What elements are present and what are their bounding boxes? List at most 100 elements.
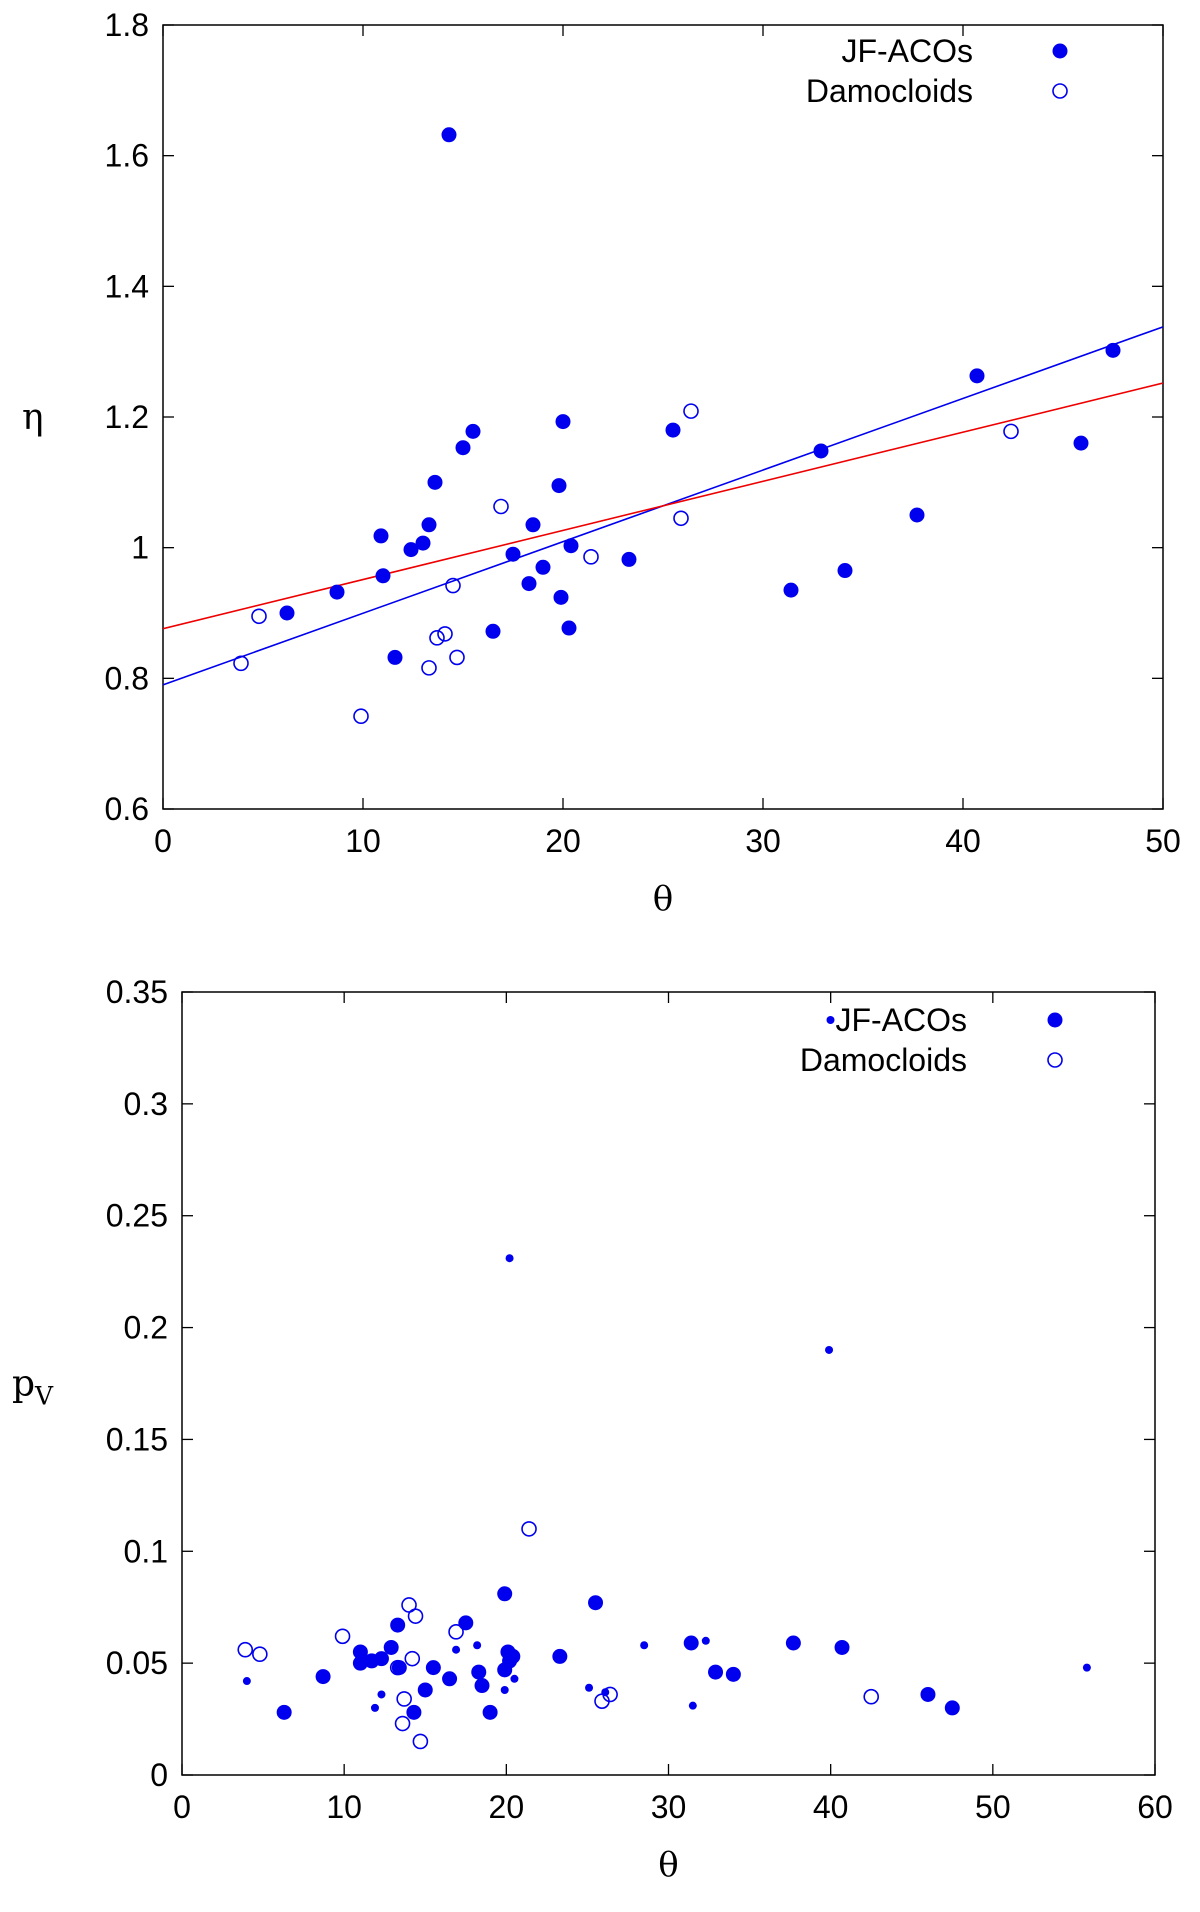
data-point xyxy=(445,577,461,594)
data-point xyxy=(276,1704,292,1720)
data-point xyxy=(944,1700,960,1716)
data-point xyxy=(551,478,567,494)
data-point xyxy=(373,528,389,544)
data-point xyxy=(500,1685,509,1694)
data-point xyxy=(561,620,577,636)
data-point xyxy=(353,708,369,725)
data-point xyxy=(373,1651,389,1667)
data-point xyxy=(969,368,985,384)
data-point xyxy=(505,1254,514,1263)
y-tick-label: 0.2 xyxy=(124,1310,168,1346)
data-point xyxy=(370,1703,379,1712)
y-tick-label: 0.3 xyxy=(124,1086,168,1122)
data-point xyxy=(406,1704,422,1720)
x-tick-label: 10 xyxy=(326,1789,362,1825)
y-tick-label: 0.6 xyxy=(105,791,149,827)
data-point xyxy=(407,1608,424,1624)
y-axis-label: pV xyxy=(12,1364,54,1411)
data-point xyxy=(389,1659,406,1676)
legend-marker xyxy=(1052,83,1068,99)
data-point xyxy=(233,655,249,672)
data-point xyxy=(315,1669,331,1685)
data-point xyxy=(701,1636,710,1645)
data-point xyxy=(473,1641,482,1650)
series-filled-circle xyxy=(276,1586,960,1720)
data-point xyxy=(640,1641,649,1650)
data-point xyxy=(352,1655,368,1671)
plot-frame xyxy=(181,991,1156,1776)
legend-marker xyxy=(1047,1052,1063,1068)
data-point xyxy=(396,1691,412,1707)
data-point xyxy=(555,414,571,430)
data-point xyxy=(448,1624,464,1640)
x-tick-label: 50 xyxy=(975,1789,1011,1825)
data-point xyxy=(585,1683,594,1692)
plot-frame xyxy=(162,24,1164,810)
data-point xyxy=(1082,1663,1091,1672)
data-point xyxy=(415,535,431,551)
data-point xyxy=(482,1704,498,1720)
data-point xyxy=(442,1671,458,1687)
x-tick-label: 60 xyxy=(1137,1789,1173,1825)
data-point xyxy=(403,542,419,558)
data-point xyxy=(621,551,637,567)
data-point xyxy=(837,563,853,579)
data-point xyxy=(352,1644,368,1660)
data-point xyxy=(279,605,295,621)
data-point xyxy=(252,1646,268,1662)
data-point xyxy=(785,1635,801,1651)
data-point xyxy=(665,422,681,438)
x-tick-label: 20 xyxy=(489,1789,525,1825)
data-point xyxy=(437,626,453,642)
data-point xyxy=(673,510,689,527)
y-tick-label: 1.6 xyxy=(105,138,149,174)
x-tick-label: 40 xyxy=(945,823,981,859)
x-axis-label: θ xyxy=(653,879,673,919)
x-tick-label: 20 xyxy=(545,823,581,859)
y-tick-label: 0.35 xyxy=(106,974,168,1010)
x-tick-label: 50 xyxy=(1145,823,1181,859)
data-point xyxy=(390,1617,406,1633)
data-point xyxy=(377,1690,386,1699)
data-point xyxy=(497,1586,513,1602)
data-point xyxy=(387,649,403,665)
data-point xyxy=(834,1639,850,1655)
data-point xyxy=(553,589,569,605)
x-tick-label: 30 xyxy=(745,823,781,859)
y-axis-label: η xyxy=(22,397,44,438)
data-point xyxy=(708,1664,724,1680)
data-point xyxy=(394,1715,411,1732)
data-point xyxy=(441,127,457,143)
y-tick-label: 1.8 xyxy=(105,7,149,43)
data-point xyxy=(1105,342,1121,358)
data-point xyxy=(505,1648,521,1664)
x-axis-label: θ xyxy=(658,1845,678,1885)
series-open-circle xyxy=(233,403,1019,725)
data-point xyxy=(602,1686,618,1703)
legend-label: Damocloids xyxy=(806,73,973,109)
data-point xyxy=(535,559,551,575)
y-tick-label: 0.25 xyxy=(106,1198,168,1234)
data-point xyxy=(474,1678,490,1694)
legend-marker-small xyxy=(826,1016,835,1024)
data-point xyxy=(452,1645,461,1654)
data-point xyxy=(375,568,391,584)
data-point xyxy=(683,403,699,419)
data-point xyxy=(863,1688,880,1705)
data-point xyxy=(783,582,799,598)
series-filled-circle xyxy=(279,127,1121,665)
data-point xyxy=(449,649,465,666)
chart-2: 0 10 20 30 40 50 60 0 0.05 0.1 0.15 0.2 0.25 0.3 0.35 θ… xyxy=(12,974,1173,1885)
data-point xyxy=(688,1701,697,1710)
y-tick-label: 0.15 xyxy=(106,1421,168,1457)
y-tick-label: 0 xyxy=(150,1757,168,1793)
data-point xyxy=(510,1674,519,1683)
legend-label: Damocloids xyxy=(800,1042,967,1078)
data-point xyxy=(427,474,443,490)
data-point xyxy=(525,517,541,533)
data-point xyxy=(429,630,445,646)
data-point xyxy=(237,1641,254,1658)
data-point xyxy=(465,423,481,439)
data-point xyxy=(455,440,471,456)
